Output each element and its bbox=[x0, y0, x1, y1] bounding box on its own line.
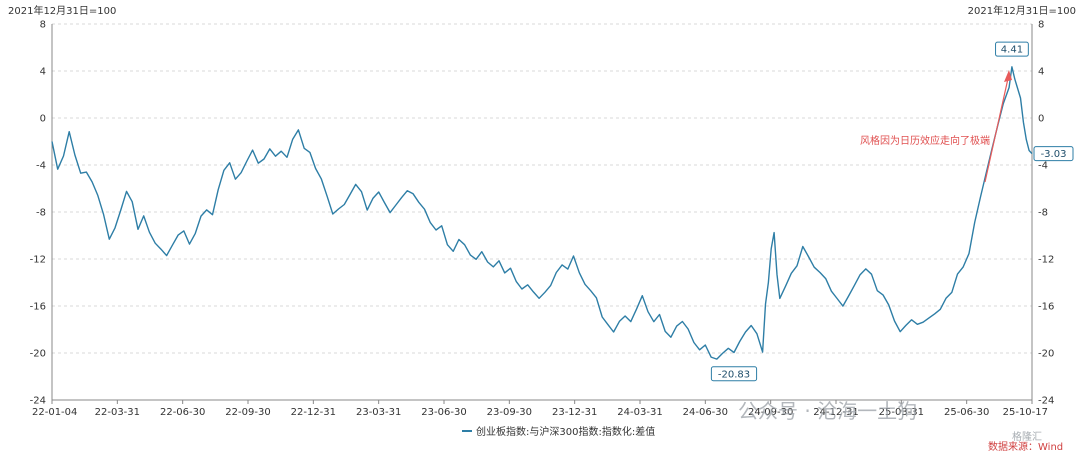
x-tick-label: 24-09-30 bbox=[748, 407, 793, 418]
y-tick-right: -24 bbox=[1038, 396, 1054, 407]
x-tick-label: 22-06-30 bbox=[160, 407, 205, 418]
y-tick-left: -16 bbox=[30, 302, 46, 313]
y-tick-labels: 8 8 4 4 0 0 -4 -4 -8 -8 -12 -12 -16 -16 -20 -20 -24 -24 bbox=[30, 20, 1055, 407]
y-tick-left: 0 bbox=[40, 114, 46, 125]
y-tick-right: 4 bbox=[1038, 67, 1044, 78]
y-tick-left: 8 bbox=[40, 20, 46, 31]
x-tick-label: 25-10-17 bbox=[1003, 407, 1048, 418]
y-tick-left: -24 bbox=[30, 396, 46, 407]
series-line-0 bbox=[51, 66, 1033, 360]
data-label: -3.03 bbox=[1041, 149, 1067, 160]
y-tick-left: -12 bbox=[30, 255, 46, 266]
y-tick-right: -16 bbox=[1038, 302, 1054, 313]
y-tick-right: -20 bbox=[1038, 349, 1054, 360]
x-tick-label: 24-03-31 bbox=[617, 407, 662, 418]
left-axis-unit-label: 2021年12月31日=100 bbox=[8, 4, 116, 17]
x-tick-label: 23-06-30 bbox=[421, 407, 466, 418]
y-tick-right: -8 bbox=[1038, 208, 1048, 219]
series-lines bbox=[51, 66, 1033, 360]
data-label: 4.41 bbox=[1001, 45, 1023, 56]
source-text: 数据来源：Wind bbox=[988, 440, 1063, 453]
annotation: 风格因为日历效应走向了极端 bbox=[860, 70, 1012, 183]
x-tick-label: 22-09-30 bbox=[225, 407, 270, 418]
annotation-arrow bbox=[984, 73, 1010, 183]
watermark-text: 公众号 · 沧海一土狗 bbox=[738, 399, 917, 423]
x-tick-labels: 22-01-04 22-03-31 22-06-30 22-09-30 22-12-31… bbox=[32, 400, 1048, 418]
watermark-small-text: 格隆汇 bbox=[1012, 430, 1042, 443]
x-tick-label: 24-12-31 bbox=[813, 407, 858, 418]
axes bbox=[51, 24, 1033, 401]
y-tick-right: -12 bbox=[1038, 255, 1054, 266]
annotation-text: 风格因为日历效应走向了极端 bbox=[860, 134, 990, 147]
x-tick-label: 22-03-31 bbox=[95, 407, 140, 418]
data-label-box bbox=[995, 41, 1029, 57]
legend-label: 创业板指数:与沪深300指数:指数化:差值 bbox=[476, 425, 655, 438]
x-tick-label: 24-06-30 bbox=[683, 407, 728, 418]
right-axis-unit-label: 2021年12月31日=100 bbox=[968, 4, 1076, 17]
annotation-arrowhead bbox=[1004, 70, 1012, 82]
x-tick-label: 25-03-31 bbox=[879, 407, 924, 418]
x-tick-label: 25-06-30 bbox=[944, 407, 989, 418]
x-tick-label: 23-12-31 bbox=[552, 407, 597, 418]
x-tick-label: 22-12-31 bbox=[291, 407, 336, 418]
y-tick-left: -20 bbox=[30, 349, 46, 360]
grid-lines bbox=[52, 23, 1032, 354]
x-tick-label: 23-09-30 bbox=[487, 407, 532, 418]
y-tick-left: -8 bbox=[36, 208, 46, 219]
y-tick-left: 4 bbox=[40, 67, 46, 78]
data-label-box bbox=[1033, 146, 1074, 162]
x-tick-label: 23-03-31 bbox=[356, 407, 401, 418]
y-tick-right: 0 bbox=[1038, 114, 1044, 125]
data-labels: 4.41 -3.03 -20.83 bbox=[710, 41, 1074, 382]
watermark: 公众号 · 沧海一土狗 格隆汇 bbox=[738, 399, 1042, 443]
legend: 创业板指数:与沪深300指数:指数化:差值 bbox=[462, 425, 655, 438]
x-tick-label: 22-01-04 bbox=[32, 407, 77, 418]
data-label: -20.83 bbox=[718, 369, 750, 380]
data-label-box bbox=[710, 366, 758, 382]
y-tick-left: -4 bbox=[36, 161, 46, 172]
y-tick-right: -4 bbox=[1038, 161, 1048, 172]
y-tick-right: 8 bbox=[1038, 20, 1044, 31]
